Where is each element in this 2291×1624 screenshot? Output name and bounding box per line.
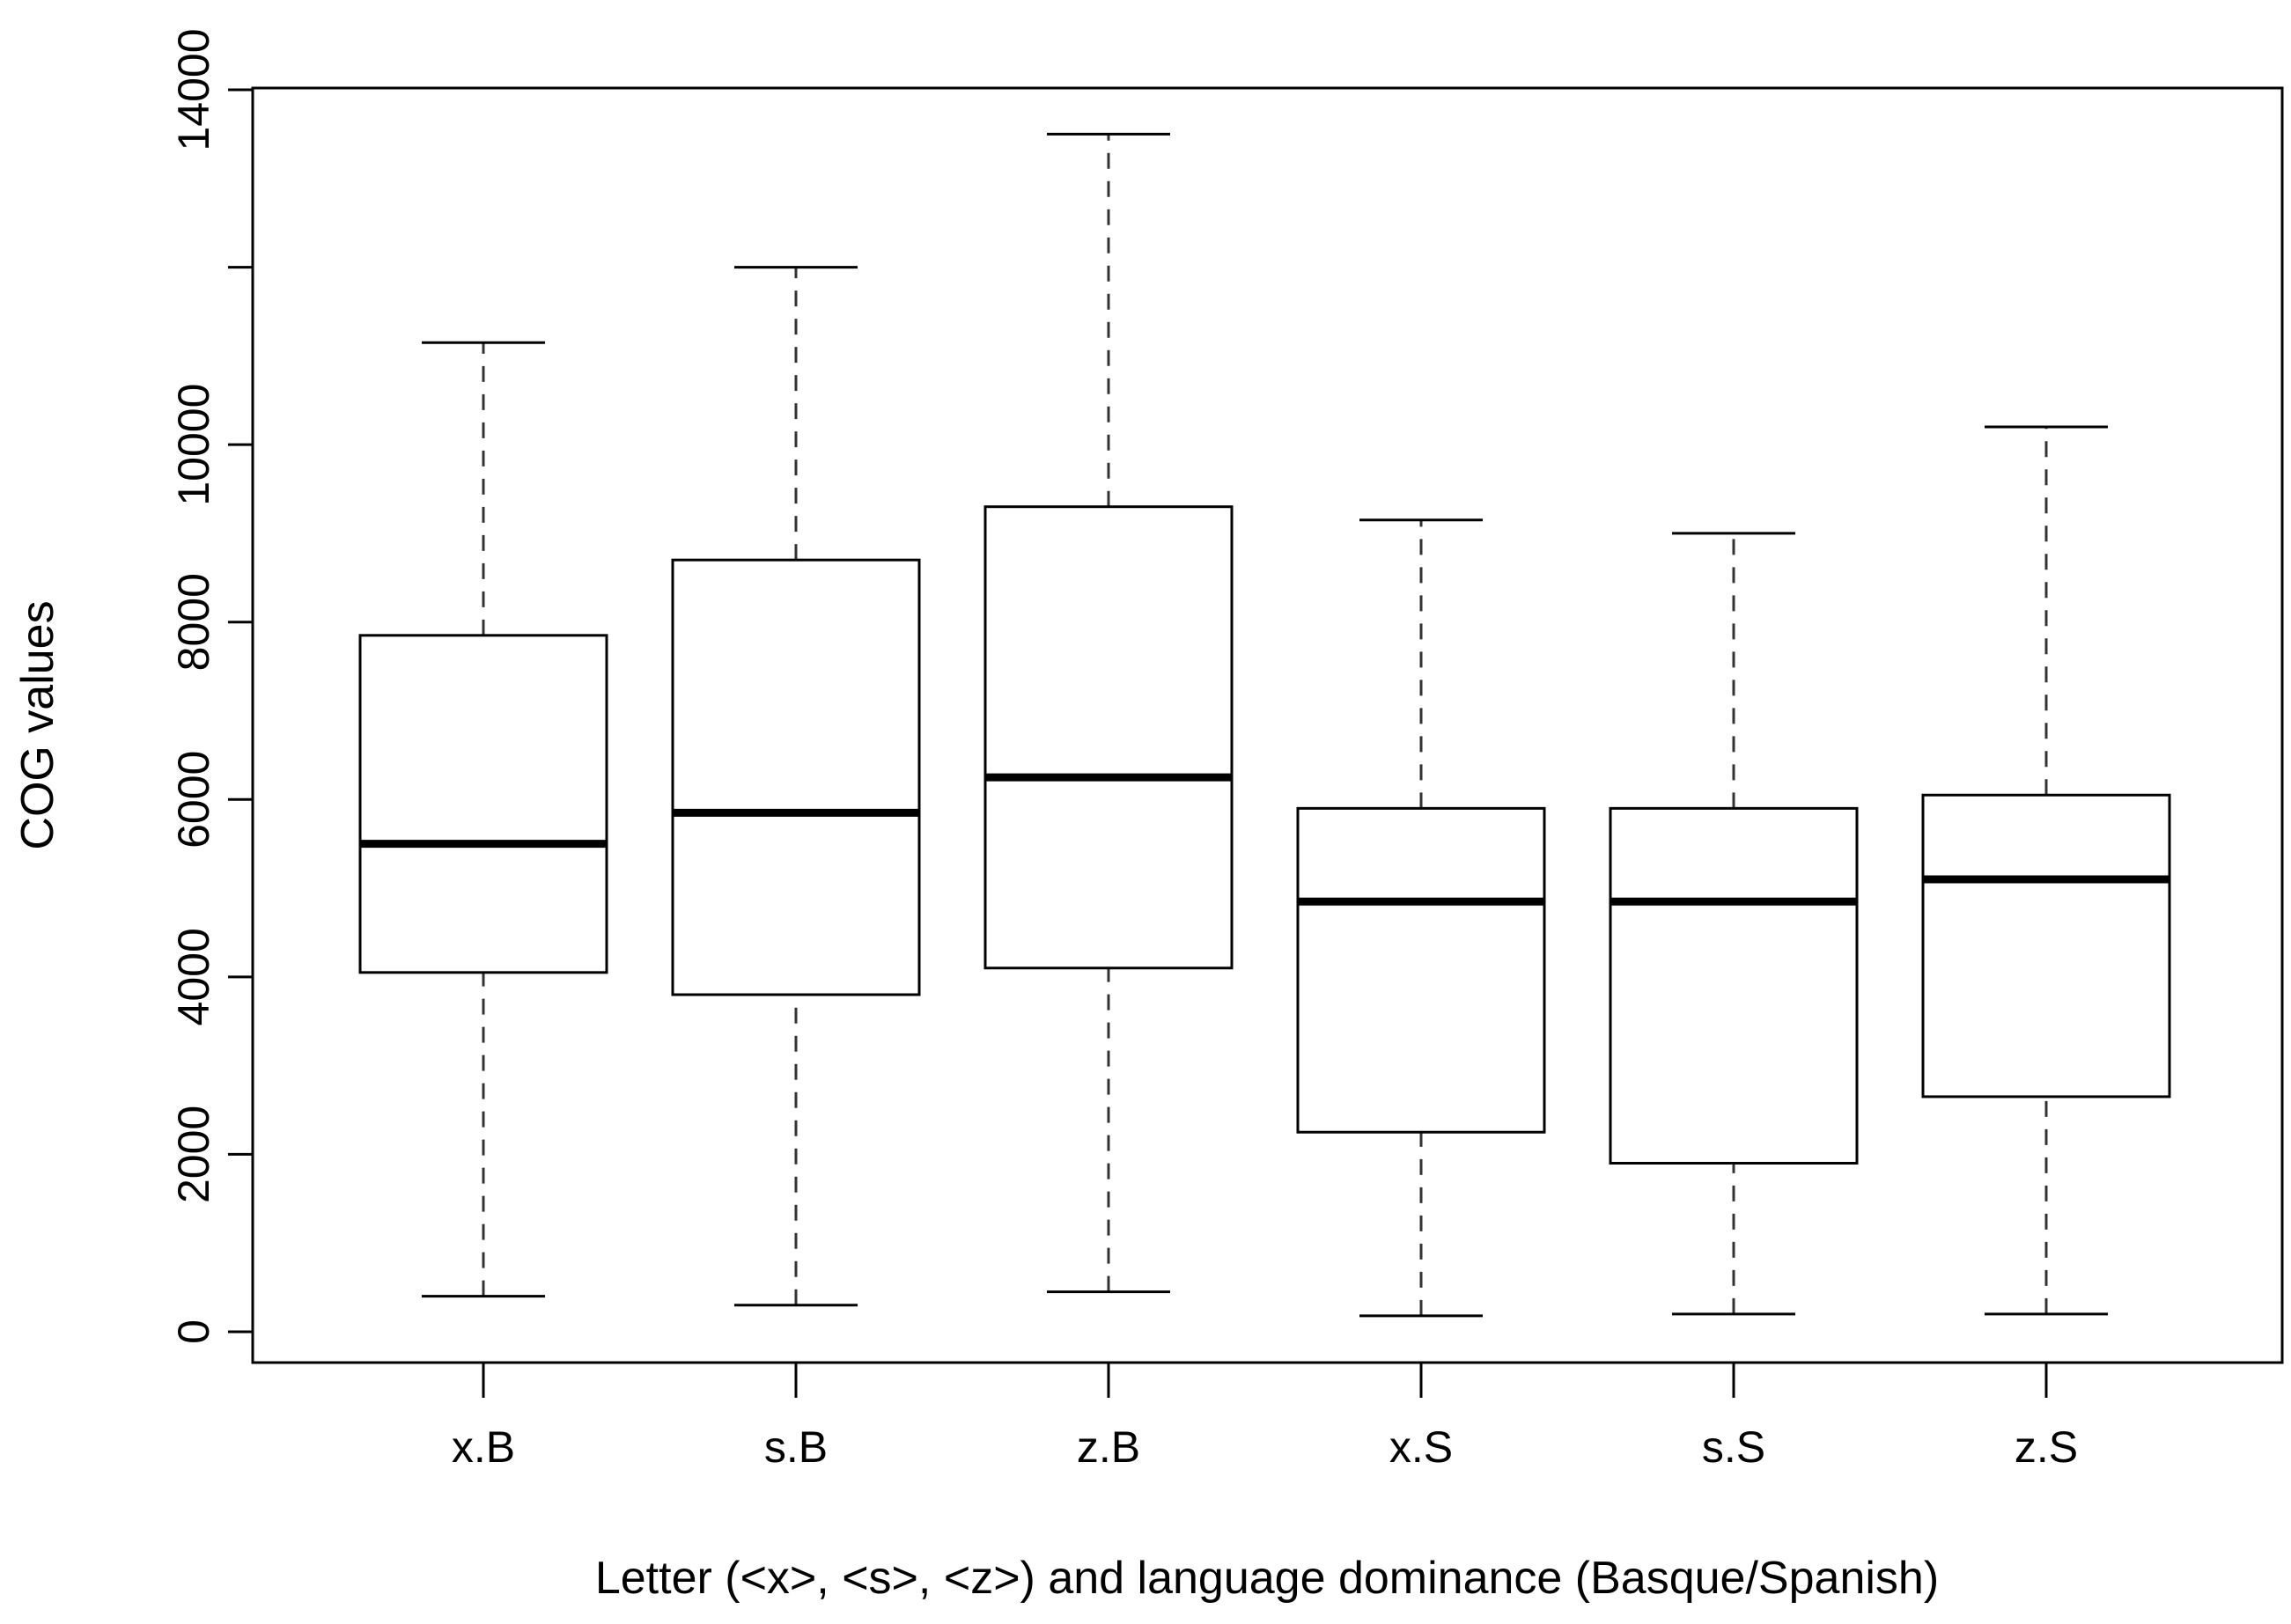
box-z-S — [1921, 425, 2171, 1316]
x-tick-label: s.B — [764, 1422, 828, 1472]
iqr-box — [671, 558, 921, 996]
box-z-B — [983, 132, 1234, 1294]
y-tick-label: 6000 — [169, 751, 218, 849]
iqr-box — [358, 634, 608, 974]
x-tick-label: x.B — [452, 1422, 515, 1472]
plot-frame — [251, 86, 2284, 1364]
box-s-B — [671, 266, 921, 1307]
y-axis: 0 2000 4000 6000 8000 10000 14000 — [169, 28, 253, 1344]
x-tick-label: z.B — [1077, 1422, 1140, 1472]
y-tick-label: 4000 — [169, 928, 218, 1025]
x-tick-label: z.S — [2015, 1422, 2078, 1472]
x-axis-label: Letter (<x>, <s>, <z>) and language domi… — [595, 1553, 1939, 1604]
iqr-box — [1609, 806, 1859, 1165]
x-tick-label: s.S — [1702, 1422, 1765, 1472]
y-tick-label: 10000 — [169, 384, 218, 506]
y-tick-label: 2000 — [169, 1106, 218, 1203]
boxes-group — [358, 132, 2171, 1318]
iqr-box — [1921, 793, 2171, 1099]
y-tick-label: 14000 — [169, 28, 218, 151]
y-tick-label: 0 — [169, 1319, 218, 1344]
iqr-box — [983, 505, 1234, 970]
x-axis: x.B s.B z.B x.S s.S z.S — [452, 1363, 2078, 1472]
y-tick-label: 8000 — [169, 573, 218, 671]
box-x-S — [1296, 518, 1546, 1318]
box-x-B — [358, 341, 608, 1298]
y-axis-label: COG values — [12, 600, 63, 849]
x-tick-label: x.S — [1389, 1422, 1453, 1472]
iqr-box — [1296, 806, 1546, 1134]
box-s-S — [1609, 532, 1859, 1316]
